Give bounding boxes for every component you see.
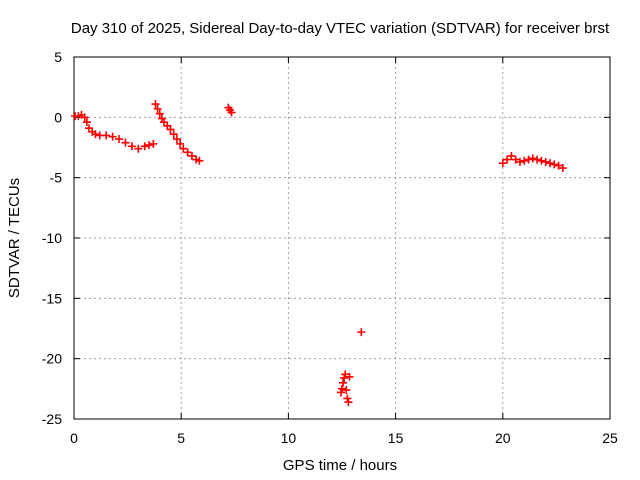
data-point-marker: [537, 156, 546, 165]
data-point-marker: [153, 104, 162, 113]
y-tick-label: -20: [42, 351, 62, 367]
data-point-marker: [82, 118, 91, 127]
data-point-marker: [187, 151, 196, 160]
data-point-marker: [176, 139, 185, 148]
data-point-marker: [357, 328, 366, 337]
data-point-marker: [343, 394, 352, 403]
y-tick-label: 0: [54, 109, 62, 125]
data-point-marker: [179, 144, 188, 153]
data-point-marker: [169, 130, 178, 139]
data-point-marker: [145, 141, 154, 150]
data-point-marker: [108, 132, 117, 141]
data-point-marker: [342, 386, 351, 395]
x-tick-label: 25: [602, 430, 618, 446]
x-tick-label: 0: [70, 430, 78, 446]
data-point-marker: [550, 160, 559, 169]
data-point-marker: [155, 109, 164, 118]
data-point-marker: [227, 108, 236, 117]
data-point-marker: [140, 142, 149, 151]
x-tick-label: 15: [388, 430, 404, 446]
data-point-marker: [340, 373, 349, 382]
x-axis-label: GPS time / hours: [283, 457, 397, 474]
data-point-marker: [545, 159, 554, 168]
data-point-marker: [166, 125, 175, 134]
data-point-marker: [345, 372, 354, 381]
data-point-marker: [498, 159, 507, 168]
data-point-marker: [554, 161, 563, 170]
data-point-marker: [80, 113, 89, 122]
data-point-marker: [172, 135, 181, 144]
y-tick-label: -15: [42, 290, 62, 306]
data-markers: [71, 100, 567, 407]
data-point-marker: [151, 100, 160, 109]
y-tick-label: -10: [42, 230, 62, 246]
data-point-marker: [520, 156, 529, 165]
x-tick-label: 20: [495, 430, 511, 446]
data-point-marker: [511, 155, 520, 164]
data-point-marker: [541, 157, 550, 166]
data-point-marker: [515, 157, 524, 166]
y-axis-label: SDTVAR / TECUs: [6, 178, 23, 298]
data-point-marker: [503, 155, 512, 164]
data-point-marker: [134, 144, 143, 153]
data-point-marker: [127, 142, 136, 151]
grid: [74, 57, 610, 419]
data-point-marker: [195, 156, 204, 165]
y-tick-label: -25: [42, 411, 62, 427]
data-point-marker: [558, 164, 567, 173]
data-point-marker: [121, 138, 130, 147]
data-point-marker: [91, 130, 100, 139]
chart-title: Day 310 of 2025, Sidereal Day-to-day VTE…: [71, 20, 610, 37]
data-point-marker: [115, 135, 124, 144]
data-point-marker: [102, 131, 111, 140]
axis-ticks: 0 5 10 15 20 25 -25 -20 -15 -10 -5 0 5: [42, 49, 618, 446]
data-point-marker: [183, 148, 192, 157]
data-point-marker: [507, 151, 516, 160]
data-point-marker: [524, 155, 533, 164]
data-point-marker: [149, 139, 158, 148]
x-tick-label: 10: [281, 430, 297, 446]
x-tick-label: 5: [177, 430, 185, 446]
data-point-marker: [338, 384, 346, 393]
data-point-marker: [339, 378, 348, 387]
y-tick-label: -5: [50, 170, 63, 186]
data-point-marker: [344, 398, 353, 407]
y-tick-label: 5: [54, 49, 62, 65]
data-point-marker: [336, 388, 345, 397]
data-point-marker: [528, 154, 537, 163]
data-point-marker: [341, 370, 350, 379]
data-point-marker: [533, 155, 542, 164]
